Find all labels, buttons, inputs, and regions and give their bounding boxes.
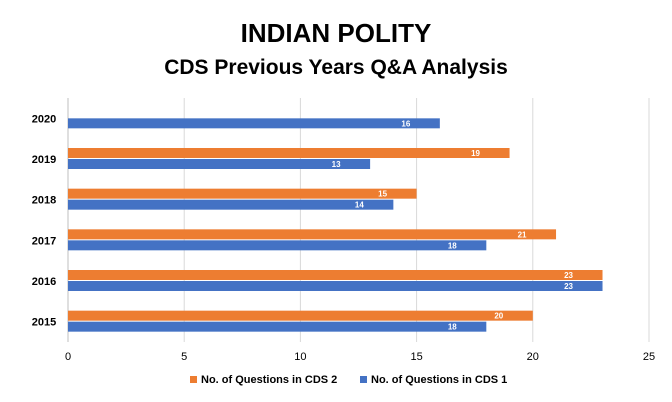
y-category-label: 2020 xyxy=(32,113,56,125)
bar-value-label: 21 xyxy=(518,230,527,239)
bar-value-label: 14 xyxy=(355,201,364,210)
y-category-label: 2015 xyxy=(32,317,56,329)
bar-value-label: 23 xyxy=(564,271,573,280)
bar-value-label: 19 xyxy=(471,149,480,158)
x-tick-label: 20 xyxy=(527,351,539,363)
x-tick-label: 15 xyxy=(410,351,422,363)
x-tick-label: 5 xyxy=(181,351,187,363)
legend-label-cds2: No. of Questions in CDS 2 xyxy=(201,374,337,386)
chart-subtitle: CDS Previous Years Q&A Analysis xyxy=(164,56,508,79)
bar-value-label: 16 xyxy=(401,119,410,128)
bar-value-label: 18 xyxy=(448,323,457,332)
gridlines xyxy=(67,98,650,342)
x-tick-label: 0 xyxy=(65,351,71,363)
bar-cds1 xyxy=(68,321,487,332)
legend-swatch-cds1 xyxy=(360,376,367,383)
legend-swatch-cds2 xyxy=(190,376,197,383)
bar-value-label: 13 xyxy=(332,160,341,169)
bar-cds1 xyxy=(68,281,603,291)
bar-value-label: 20 xyxy=(494,312,503,321)
x-tick-label: 25 xyxy=(643,351,655,363)
bar-cds2 xyxy=(68,310,533,321)
legend-label-cds1: No. of Questions in CDS 1 xyxy=(371,374,507,386)
bar-cds1 xyxy=(68,118,440,129)
bar-cds2 xyxy=(68,148,510,158)
y-category-label: 2018 xyxy=(32,195,56,207)
bar-cds2 xyxy=(68,229,557,240)
bar-cds1 xyxy=(68,199,394,210)
bar-cds2 xyxy=(68,270,603,280)
bar-cds1 xyxy=(68,240,487,251)
bar-value-label: 15 xyxy=(378,190,387,199)
y-category-label: 2016 xyxy=(32,276,56,288)
legend: No. of Questions in CDS 2 No. of Questio… xyxy=(190,374,507,386)
y-category-label: 2017 xyxy=(32,235,56,247)
y-category-label: 2019 xyxy=(32,154,56,166)
bar-value-label: 23 xyxy=(564,282,573,291)
x-tick-label: 10 xyxy=(294,351,306,363)
bar-value-label: 18 xyxy=(448,241,457,250)
chart-title: INDIAN POLITY xyxy=(241,18,432,48)
bar-cds2 xyxy=(68,188,417,199)
bars: 20 18 23 23 21 18 15 14 19 13 16 xyxy=(68,118,603,332)
bar-cds1 xyxy=(68,159,371,169)
